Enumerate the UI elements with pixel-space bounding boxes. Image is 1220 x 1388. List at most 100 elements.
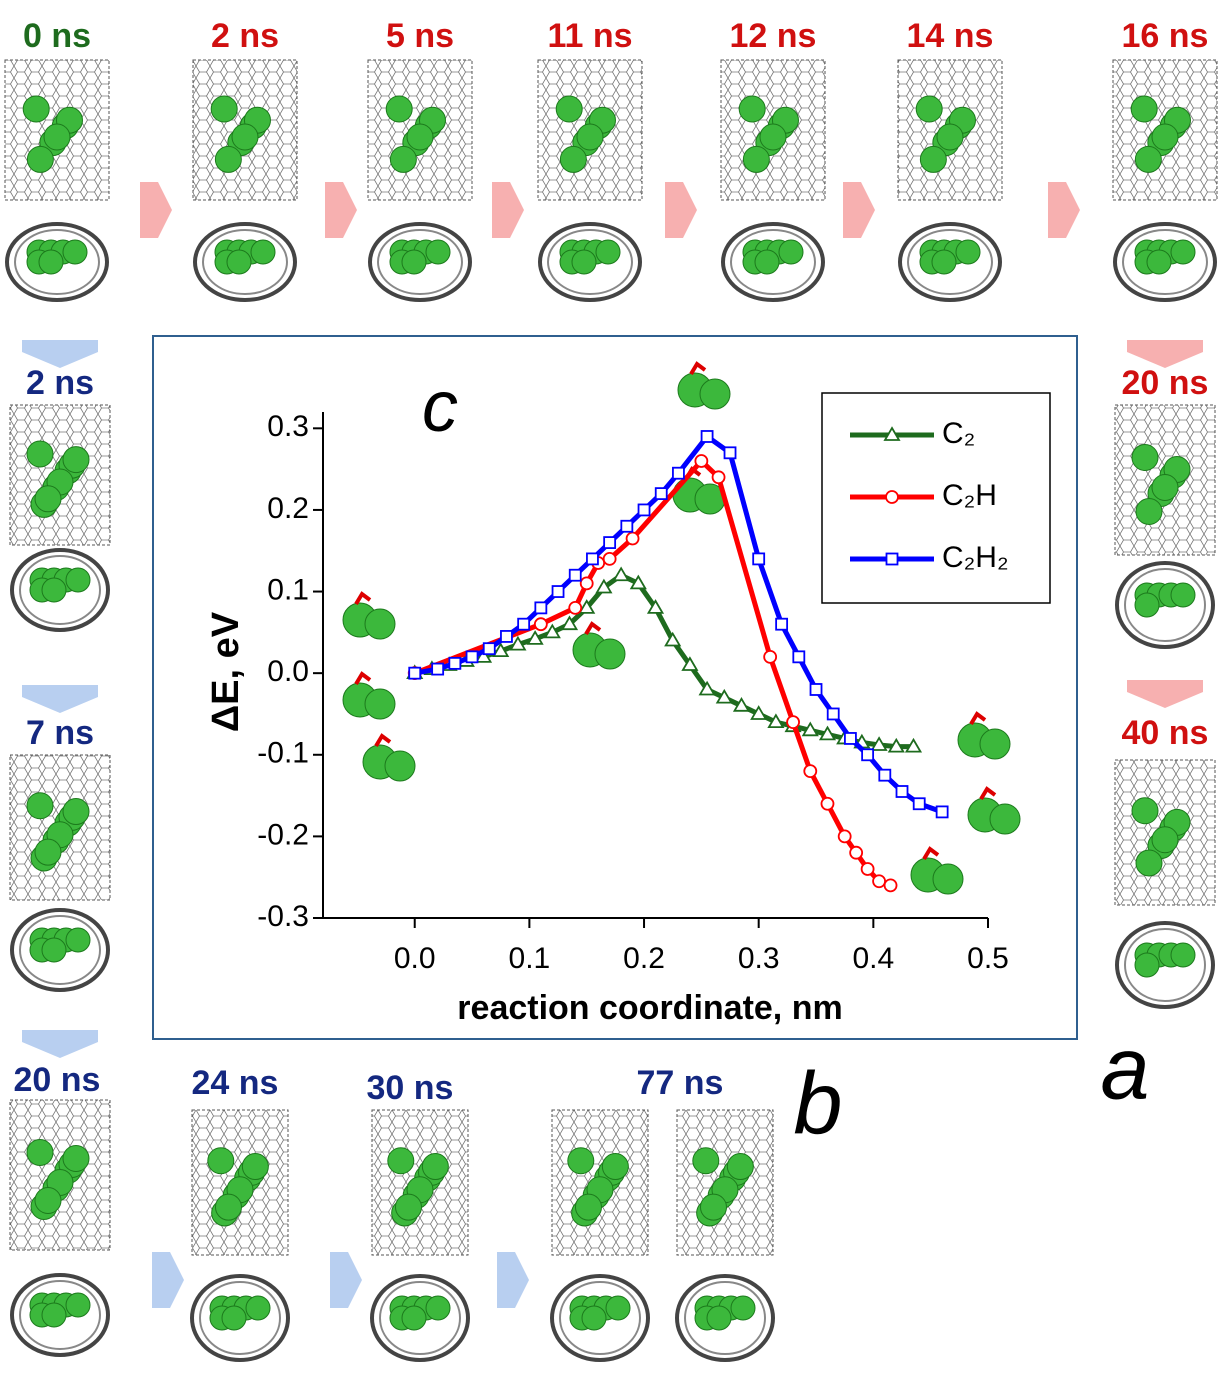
marker [604, 537, 615, 548]
atom [1135, 146, 1161, 172]
time-label: 40 ns [1122, 714, 1209, 752]
atom [422, 1154, 448, 1180]
atom [27, 793, 53, 819]
atom [1135, 593, 1159, 617]
atom [560, 146, 586, 172]
atom [727, 1154, 753, 1180]
x-axis-title: reaction coordinate, nm [457, 989, 842, 1027]
atom [63, 240, 87, 264]
atom [937, 124, 963, 150]
atom [63, 447, 89, 473]
arrow [140, 182, 172, 238]
atom [1147, 250, 1171, 274]
marker [553, 586, 564, 597]
arrow [1127, 680, 1203, 708]
atom [602, 1154, 628, 1180]
panel-label: a [1101, 1018, 1150, 1117]
atom [606, 1296, 630, 1320]
atom [755, 250, 779, 274]
bond [924, 849, 938, 859]
atom [1171, 943, 1195, 967]
atom [700, 379, 730, 409]
y-tick-label: 0.0 [267, 655, 309, 688]
atom [251, 240, 275, 264]
marker [821, 798, 833, 810]
bond [376, 736, 390, 746]
marker [885, 879, 897, 891]
y-tick-label: -0.1 [257, 737, 309, 770]
x-tick-label: 0.3 [738, 942, 780, 975]
marker [887, 554, 898, 565]
time-label: 2 ns [211, 17, 279, 55]
atom [66, 568, 90, 592]
atom [365, 689, 395, 719]
marker [753, 553, 764, 564]
atom [407, 124, 433, 150]
marker [587, 553, 598, 564]
atom [743, 146, 769, 172]
y-tick-label: 0.1 [267, 573, 309, 606]
y-tick-label: -0.2 [257, 818, 309, 851]
marker [656, 488, 667, 499]
time-label: 2 ns [26, 364, 94, 402]
bond [971, 714, 985, 724]
atom [1152, 827, 1178, 853]
atom [980, 729, 1010, 759]
atom [700, 1194, 726, 1220]
atom [956, 240, 980, 264]
marker [501, 631, 512, 642]
marker [695, 455, 707, 467]
atom [572, 250, 596, 274]
atom [760, 124, 786, 150]
atom [707, 1306, 731, 1330]
x-tick-label: 0.4 [852, 942, 894, 975]
marker [570, 570, 581, 581]
marker [937, 806, 948, 817]
arrow [152, 1252, 184, 1308]
marker [535, 618, 547, 630]
marker [862, 863, 874, 875]
atom [63, 1146, 89, 1172]
marker [764, 651, 776, 663]
atom [1136, 499, 1162, 525]
marker [897, 786, 908, 797]
marker [702, 431, 713, 442]
marker [627, 533, 639, 545]
atom [596, 240, 620, 264]
atom [27, 146, 53, 172]
atom [1135, 953, 1159, 977]
panel-label: c [422, 367, 458, 447]
atom [920, 146, 946, 172]
x-tick-label: 0.0 [394, 942, 436, 975]
atom [582, 1306, 606, 1330]
bond [356, 594, 370, 604]
marker [467, 651, 478, 662]
atom [395, 1194, 421, 1220]
marker [449, 658, 460, 669]
atom [402, 1306, 426, 1330]
atom [39, 250, 63, 274]
legend-label: C₂ [942, 417, 975, 450]
atom [208, 1148, 234, 1174]
atom [577, 124, 603, 150]
atom [426, 240, 450, 264]
panel-label: b [794, 1053, 843, 1152]
atom [365, 609, 395, 639]
atom [1136, 850, 1162, 876]
atom [35, 1188, 61, 1214]
marker [862, 749, 873, 760]
arrow [330, 1252, 362, 1308]
time-label: 14 ns [907, 17, 994, 55]
arrow [325, 182, 357, 238]
atom [232, 124, 258, 150]
atom [568, 1148, 594, 1174]
marker [621, 521, 632, 532]
atom [388, 1148, 414, 1174]
time-label: 5 ns [386, 17, 454, 55]
bond [981, 789, 995, 799]
atom [779, 240, 803, 264]
atom [932, 250, 956, 274]
arrow [22, 1030, 98, 1058]
marker [804, 765, 816, 777]
marker [776, 619, 787, 630]
